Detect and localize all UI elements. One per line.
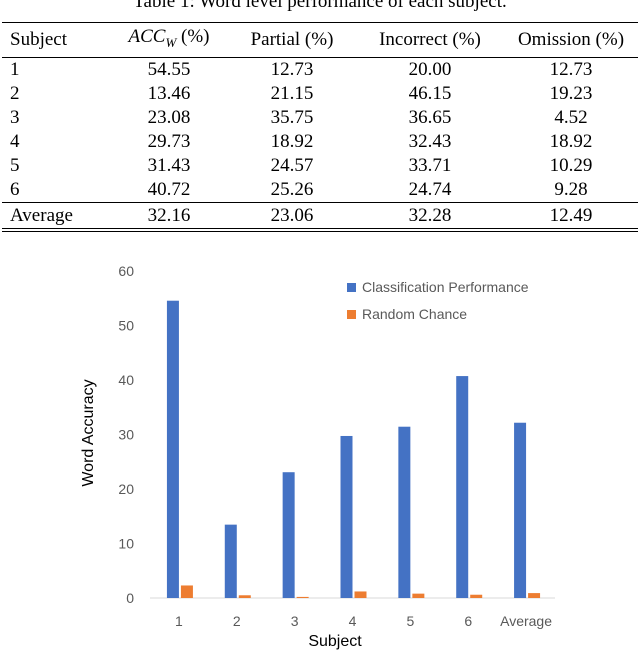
cell-omission: 12.73 (549, 58, 593, 80)
cell-omission: 9.28 (554, 178, 588, 200)
cell-omission: 10.29 (549, 154, 593, 176)
bar-random-chance (180, 585, 193, 598)
header-partial: Partial (%) (250, 28, 334, 50)
legend-swatch (347, 310, 356, 319)
x-tick-label: 6 (464, 613, 472, 629)
cell-omission: 4.52 (554, 106, 588, 128)
table-row: 2 13.46 21.15 46.15 19.23 (2, 82, 638, 106)
bar-classification (514, 422, 527, 598)
bar-classification (282, 472, 295, 598)
cell-subject: 6 (10, 178, 20, 200)
table-row: 4 29.73 18.92 32.43 18.92 (2, 130, 638, 154)
cell-omission: 18.92 (549, 130, 593, 152)
x-tick-label: 4 (349, 613, 357, 629)
cell-acc: 32.16 (147, 204, 191, 226)
header-acc-main: ACC (128, 26, 166, 47)
x-axis-title: Subject (308, 633, 362, 650)
header-acc-sub: W (165, 34, 177, 50)
cell-partial: 24.57 (270, 154, 314, 176)
y-tick-label: 20 (118, 481, 134, 497)
cell-omission: 19.23 (549, 82, 593, 104)
legend-swatch (347, 283, 356, 292)
cell-incorrect: 36.65 (408, 106, 452, 128)
x-tick-label: 1 (175, 613, 183, 629)
cell-partial: 12.73 (270, 58, 314, 80)
x-tick-label: 2 (233, 613, 241, 629)
y-tick-label: 30 (118, 427, 134, 443)
legend-label: Classification Performance (362, 279, 529, 295)
cell-partial: 18.92 (270, 130, 314, 152)
bar-classification (398, 426, 411, 598)
cell-subject: 4 (10, 130, 20, 152)
bar-random-chance (296, 596, 309, 598)
y-tick-label: 10 (118, 536, 134, 552)
table-average-row: Average 32.16 23.06 32.28 12.49 (2, 203, 638, 228)
cell-partial: 23.06 (270, 204, 314, 226)
table-row: 1 54.55 12.73 20.00 12.73 (2, 58, 638, 82)
cell-omission: 12.49 (549, 204, 593, 226)
table-row: 6 40.72 25.26 24.74 9.28 (2, 178, 638, 203)
bar-random-chance (354, 591, 367, 598)
x-tick-label: Average (500, 613, 552, 629)
cell-acc: 13.46 (147, 82, 191, 104)
bar-classification (166, 300, 179, 598)
header-incorrect: Incorrect (%) (379, 28, 481, 50)
word-accuracy-bar-chart: 0 10 20 30 40 50 60 1 2 3 4 5 6 Average Subject Word Ac… (80, 263, 555, 650)
cell-partial: 35.75 (270, 106, 314, 128)
cell-acc: 23.08 (147, 106, 191, 128)
cell-acc: 54.55 (147, 58, 191, 80)
bar-classification (340, 435, 353, 598)
cell-partial: 25.26 (270, 178, 314, 200)
cell-acc: 29.73 (147, 130, 191, 152)
y-tick-label: 60 (118, 263, 134, 279)
bar-random-chance (412, 593, 425, 598)
y-tick-label: 50 (118, 318, 134, 334)
table-top-rule (2, 22, 638, 23)
cell-incorrect: 32.28 (408, 204, 452, 226)
table-bottom-rule (2, 227, 638, 232)
cell-partial: 21.15 (270, 82, 314, 104)
cell-incorrect: 24.74 (408, 178, 452, 200)
bar-random-chance (238, 595, 251, 598)
cell-subject: 2 (10, 82, 20, 104)
y-axis-title: Word Accuracy (80, 379, 97, 486)
y-tick-label: 0 (126, 590, 134, 606)
bar-classification (456, 376, 469, 598)
table-row: 3 23.08 35.75 36.65 4.52 (2, 106, 638, 130)
bar-random-chance (470, 594, 483, 598)
table-header-row: Subject ACCW (%) Partial (%) Incorrect (… (2, 23, 638, 57)
table-caption: Table 1: Word level performance of each … (133, 0, 507, 12)
cell-subject: 1 (10, 58, 20, 80)
header-omission: Omission (%) (517, 28, 625, 50)
cell-incorrect: 46.15 (408, 82, 452, 104)
cell-incorrect: 32.43 (408, 130, 452, 152)
cell-incorrect: 20.00 (408, 58, 452, 80)
table-row: 5 31.43 24.57 33.71 10.29 (2, 154, 638, 178)
header-acc-unit: (%) (176, 26, 210, 47)
cell-subject: 5 (10, 154, 20, 176)
cell-incorrect: 33.71 (408, 154, 452, 176)
results-table: Subject ACCW (%) Partial (%) Incorrect (… (2, 22, 638, 232)
cell-subject: Average (10, 204, 73, 226)
y-tick-label: 40 (118, 372, 134, 388)
cell-acc: 40.72 (147, 178, 191, 200)
legend-label: Random Chance (362, 306, 467, 322)
x-tick-label: 5 (406, 613, 414, 629)
x-tick-label: 3 (291, 613, 299, 629)
cell-acc: 31.43 (147, 154, 191, 176)
bar-random-chance (528, 593, 541, 598)
cell-subject: 3 (10, 106, 20, 128)
header-acc: ACCW (%) (110, 23, 228, 57)
bar-classification (224, 524, 237, 598)
header-subject: Subject (10, 28, 67, 50)
